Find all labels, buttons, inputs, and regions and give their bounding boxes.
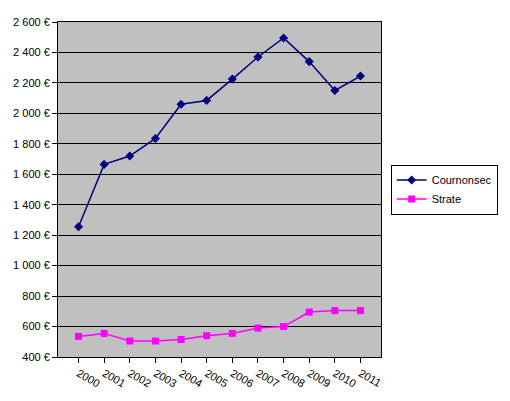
svg-text:2000: 2000 [75, 367, 102, 390]
svg-text:2002: 2002 [126, 367, 153, 390]
svg-text:2 400 €: 2 400 € [13, 46, 50, 58]
svg-text:2006: 2006 [229, 367, 256, 390]
svg-text:Strate: Strate [432, 193, 461, 205]
svg-text:2003: 2003 [152, 367, 179, 390]
svg-text:2008: 2008 [280, 367, 307, 390]
svg-text:1 200 €: 1 200 € [13, 229, 50, 241]
svg-text:2 200 €: 2 200 € [13, 77, 50, 89]
svg-text:Cournonsec: Cournonsec [432, 174, 492, 186]
svg-text:600 €: 600 € [22, 320, 50, 332]
svg-text:1 400 €: 1 400 € [13, 199, 50, 211]
svg-text:800 €: 800 € [22, 290, 50, 302]
svg-text:2007: 2007 [254, 367, 281, 390]
svg-text:2011: 2011 [357, 367, 383, 389]
svg-text:2010: 2010 [331, 367, 358, 390]
svg-text:1 800 €: 1 800 € [13, 138, 50, 150]
svg-text:2005: 2005 [203, 367, 230, 390]
svg-text:2004: 2004 [177, 367, 204, 390]
svg-text:2009: 2009 [305, 367, 332, 390]
svg-text:2 000 €: 2 000 € [13, 107, 50, 119]
svg-text:2001: 2001 [100, 367, 127, 390]
svg-text:400 €: 400 € [22, 351, 50, 363]
svg-text:1 000 €: 1 000 € [13, 259, 50, 271]
svg-text:1 600 €: 1 600 € [13, 168, 50, 180]
svg-text:2 600 €: 2 600 € [13, 16, 50, 28]
